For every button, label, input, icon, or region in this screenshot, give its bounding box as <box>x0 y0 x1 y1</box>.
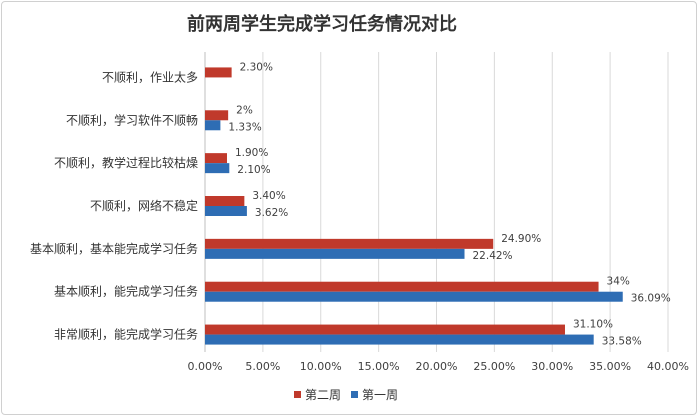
data-label: 31.10% <box>573 319 613 331</box>
data-label: 2% <box>236 104 253 116</box>
data-label: 36.09% <box>631 293 671 305</box>
x-tick-label: 30.00% <box>531 360 573 373</box>
x-tick-label: 35.00% <box>589 360 631 373</box>
category-label: 不顺利，教学过程比较枯燥 <box>54 155 198 170</box>
data-labels: 2.30% 2% 1.33% 1.90% 2.10% 3.40% 3.62% 24.90% 22… <box>228 61 670 347</box>
bar-series-2 <box>205 291 623 302</box>
category-label: 基本顺利，基本能完成学习任务 <box>30 241 198 256</box>
category-label: 基本顺利，能完成学习任务 <box>54 284 198 299</box>
bars <box>205 67 623 345</box>
legend-swatch-series-1 <box>294 391 301 398</box>
x-tick-label: 15.00% <box>358 360 400 373</box>
legend-swatch-series-2 <box>351 391 358 398</box>
x-tick-label: 5.00% <box>245 360 280 373</box>
data-label: 1.33% <box>228 121 261 133</box>
x-tick-label: 10.00% <box>300 360 342 373</box>
data-label: 1.90% <box>235 147 268 159</box>
legend: 第二周 第一周 <box>294 388 398 402</box>
bar-series-1 <box>205 196 245 206</box>
data-label: 33.58% <box>602 336 642 348</box>
bar-series-2 <box>205 334 594 345</box>
x-tick-label: 25.00% <box>473 360 515 373</box>
bar-series-1 <box>205 67 232 78</box>
data-label: 3.62% <box>255 207 288 219</box>
bar-series-1 <box>205 238 494 249</box>
grid-lines <box>204 52 669 352</box>
bar-series-2 <box>205 206 247 216</box>
category-label: 不顺利，学习软件不顺畅 <box>66 112 198 127</box>
category-label: 不顺利，网络不稳定 <box>90 198 198 213</box>
legend-label-series-1: 第二周 <box>305 388 341 402</box>
data-label: 2.30% <box>240 61 273 73</box>
data-label: 22.42% <box>473 250 513 262</box>
bar-series-2 <box>205 120 221 131</box>
bar-series-1 <box>205 110 229 121</box>
category-label: 不顺利，作业太多 <box>102 69 198 84</box>
data-label: 24.90% <box>501 233 541 245</box>
bar-series-1 <box>205 153 227 164</box>
category-labels: 不顺利，作业太多不顺利，学习软件不顺畅不顺利，教学过程比较枯燥不顺利，网络不稳定… <box>30 69 198 341</box>
legend-label-series-2: 第一周 <box>362 388 398 402</box>
data-label: 3.40% <box>252 190 285 202</box>
data-label: 34% <box>607 276 630 288</box>
bar-series-2 <box>205 163 230 174</box>
bar-series-1 <box>205 281 599 292</box>
bar-series-1 <box>205 324 565 335</box>
x-tick-label: 40.00% <box>647 360 689 373</box>
chart-title: 前两周学生完成学习任务情况对比 <box>187 13 457 35</box>
x-tick-labels: 0.00% 5.00% 10.00% 15.00% 20.00% 25.00% 30.00%… <box>188 360 689 373</box>
category-label: 非常顺利，能完成学习任务 <box>54 327 198 342</box>
bar-series-2 <box>205 248 465 259</box>
data-label: 2.10% <box>237 164 270 176</box>
x-tick-label: 20.00% <box>416 360 458 373</box>
x-tick-label: 0.00% <box>188 360 223 373</box>
